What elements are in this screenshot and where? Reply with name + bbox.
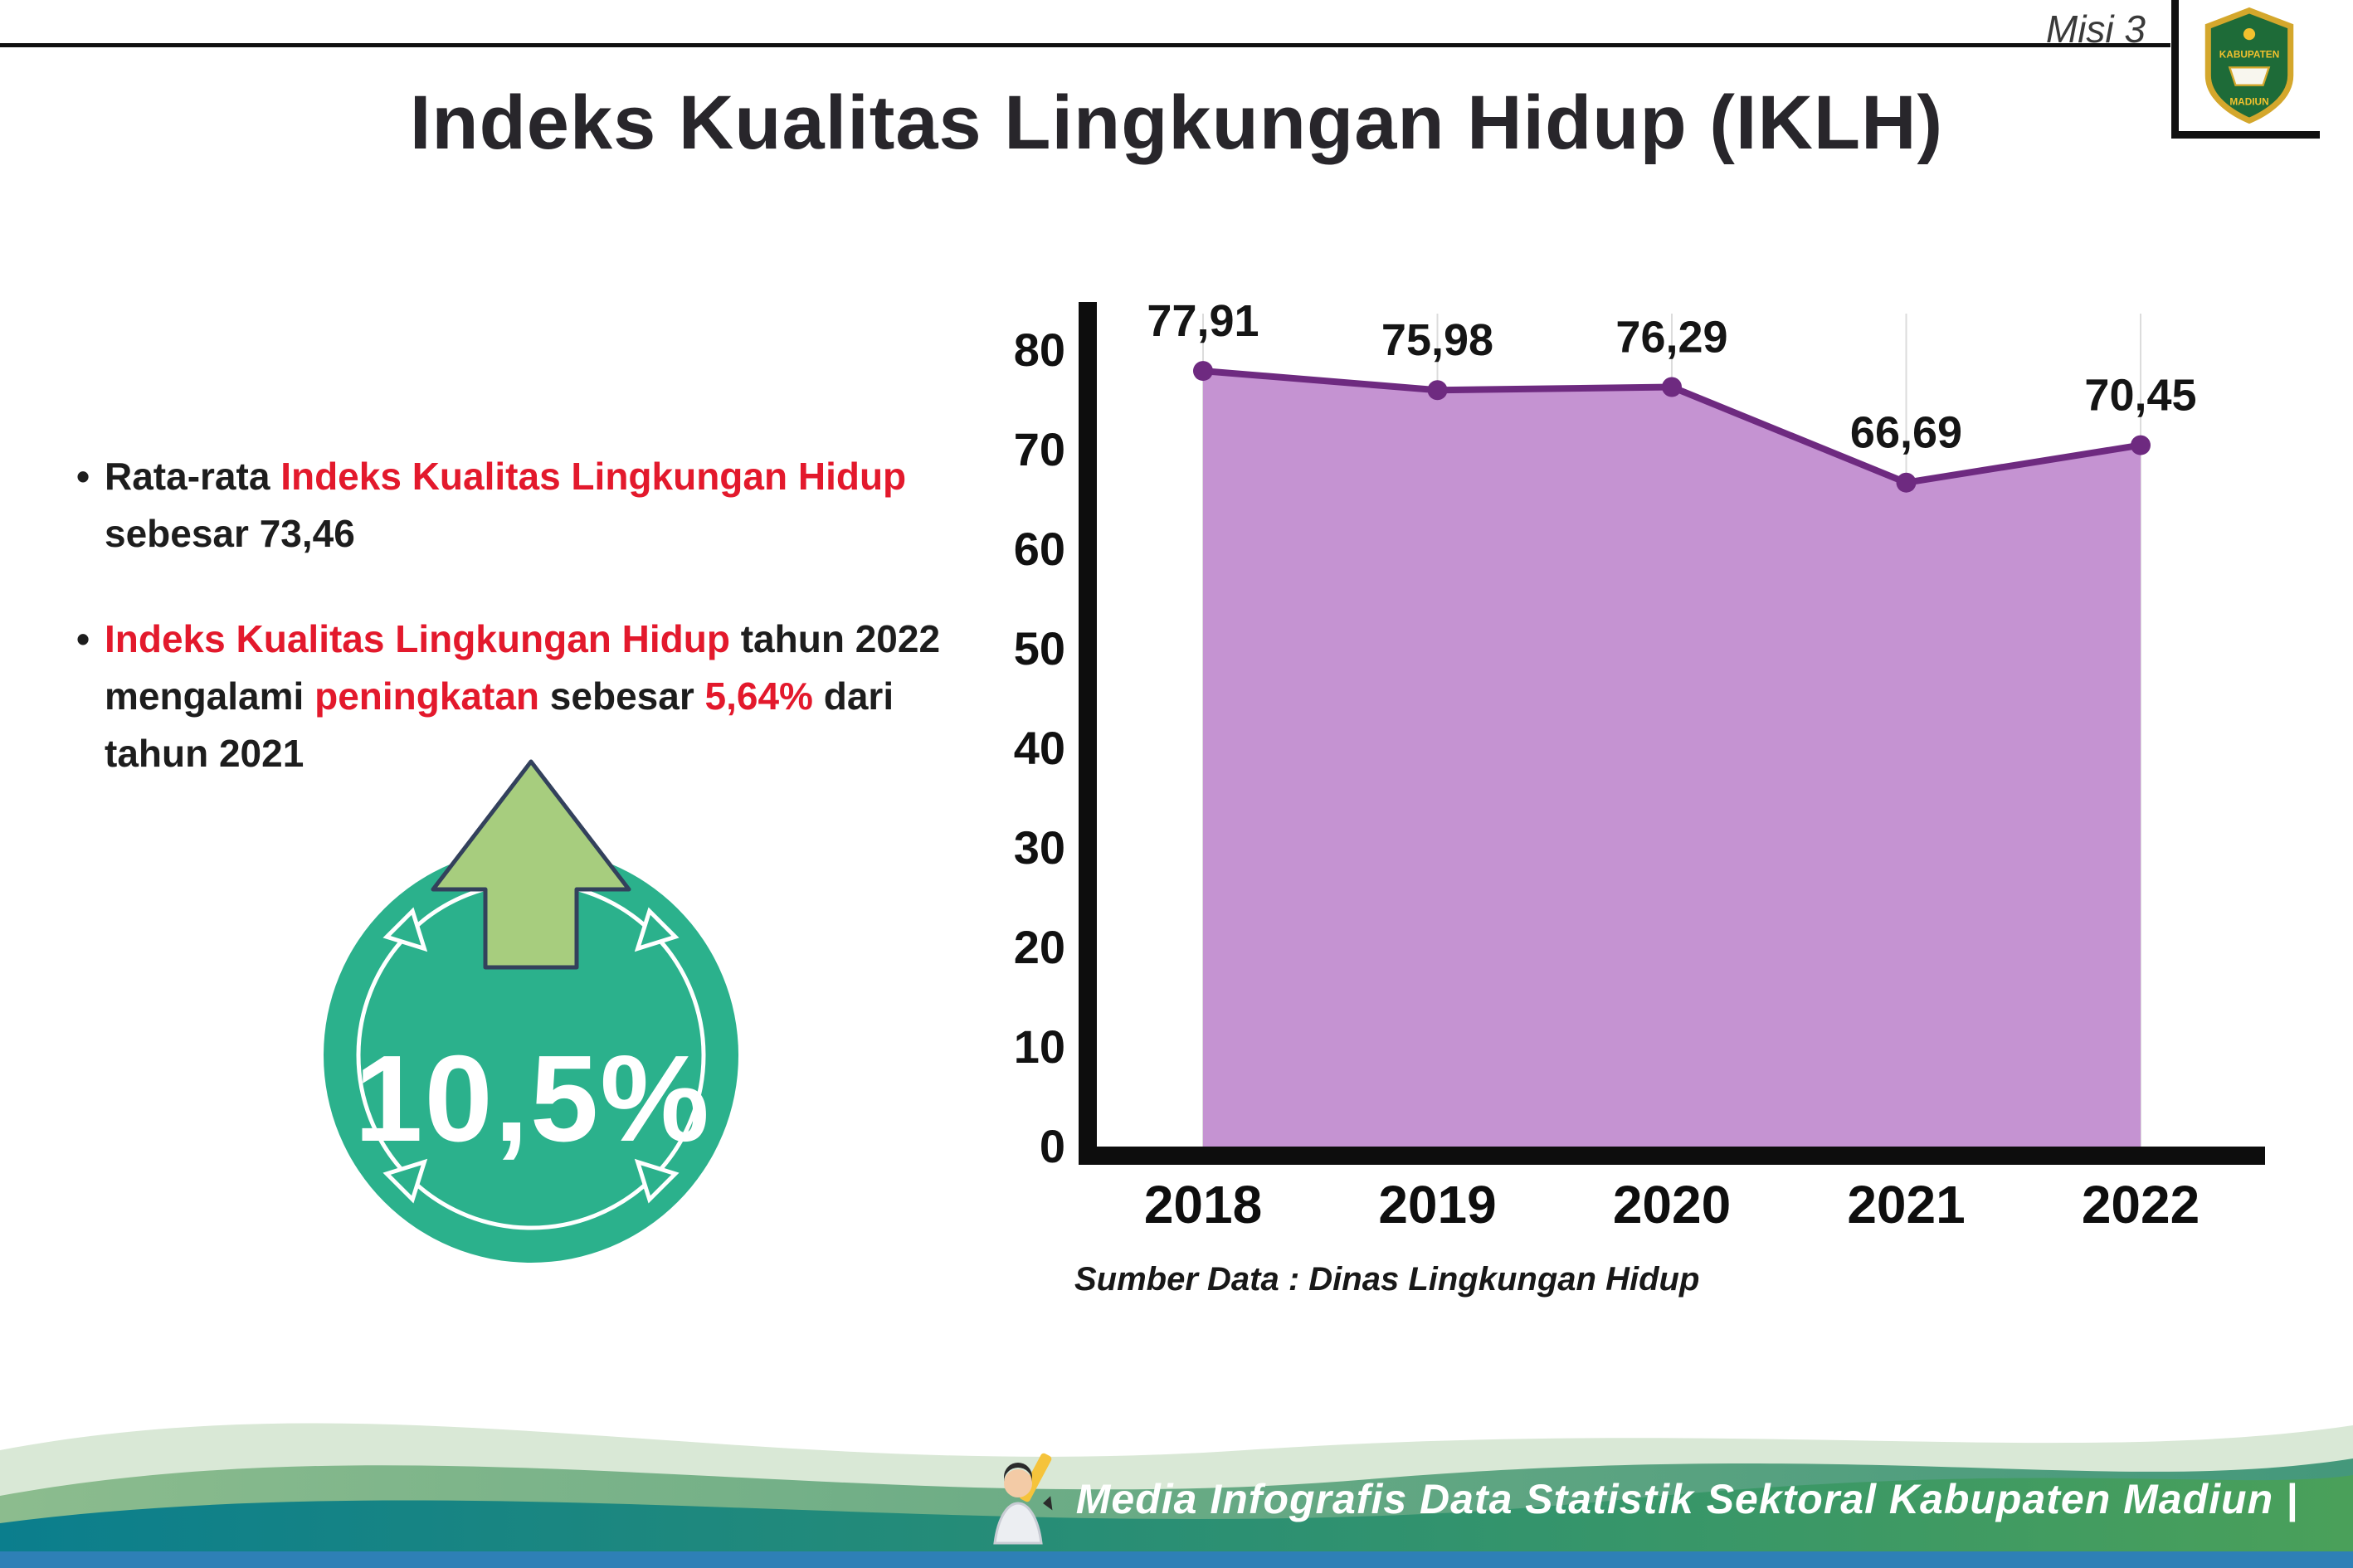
increase-badge-graphic <box>324 759 738 1263</box>
svg-text:76,29: 76,29 <box>1615 313 1727 363</box>
footer-bottom-strip <box>0 1551 2353 1568</box>
bullet-increase: • Indeks Kualitas Lingkungan Hidup tahun … <box>76 611 972 782</box>
bullet2-highlight-1: Indeks Kualitas Lingkungan Hidup <box>105 617 730 660</box>
header-rule <box>0 43 2170 47</box>
footer-wave-main <box>0 1475 2353 1568</box>
bullet2-text-2: sebesar <box>539 674 705 718</box>
bullet2-text-3: dari tahun 2021 <box>105 674 894 775</box>
svg-text:77,91: 77,91 <box>1147 296 1259 346</box>
footer-text: Media Infografis Data Statistik Sektoral… <box>1075 1476 2298 1522</box>
svg-text:30: 30 <box>1014 821 1065 874</box>
bullet1-highlight: Indeks Kualitas Lingkungan Hidup <box>280 455 907 498</box>
svg-text:2018: 2018 <box>1144 1175 1262 1234</box>
logo-star-icon <box>2243 28 2256 41</box>
chart-source: Sumber Data : Dinas Lingkungan Hidup <box>1074 1261 1700 1298</box>
increase-value: 10,5% <box>354 1030 711 1167</box>
svg-text:10: 10 <box>1014 1020 1065 1073</box>
bullet1-text: Rata-rata <box>105 455 281 498</box>
svg-text:40: 40 <box>1014 722 1065 774</box>
bullet1-suffix: sebesar 73,46 <box>105 512 355 555</box>
increase-badge: 10,5% <box>309 755 757 1278</box>
badge-ring-triangles <box>382 907 680 1204</box>
bullet-marker: • <box>76 455 90 498</box>
svg-text:50: 50 <box>1014 622 1065 674</box>
bullet-average: • Rata-rata Indeks Kualitas Lingkungan Hi… <box>76 448 972 562</box>
kabupaten-madiun-logo: KABUPATEN MADIUN <box>2204 7 2294 124</box>
svg-text:2022: 2022 <box>2082 1175 2200 1234</box>
footer: Media Infografis Data Statistik Sektoral… <box>0 1326 2353 1568</box>
bullet-marker: • <box>76 617 90 660</box>
logo-text-bottom: MADIUN <box>2229 95 2268 107</box>
area-chart-canvas: 0 10 20 30 40 50 60 70 80 77,91 75,98 76,29 66,69 70,… <box>1014 296 2265 1234</box>
logo-frame: KABUPATEN MADIUN <box>2171 0 2320 139</box>
svg-text:66,69: 66,69 <box>1850 408 1962 458</box>
svg-text:70,45: 70,45 <box>2084 371 2196 421</box>
up-arrow-icon <box>431 759 631 970</box>
bullet2-highlight-2: peningkatan <box>314 674 540 718</box>
bullet2-highlight-3: 5,64% <box>704 674 813 718</box>
svg-text:20: 20 <box>1014 921 1065 973</box>
footer-waves <box>0 1423 2353 1568</box>
mascot-icon <box>993 1453 1053 1545</box>
svg-text:2021: 2021 <box>1847 1175 1965 1234</box>
svg-text:75,98: 75,98 <box>1381 315 1493 365</box>
iklh-chart: 0 10 20 30 40 50 60 70 80 77,91 75,98 76,29 66,69 70,… <box>996 292 2323 1371</box>
page-title: Indeks Kualitas Lingkungan Hidup (IKLH) <box>409 80 1944 165</box>
svg-text:70: 70 <box>1014 423 1065 475</box>
misi-label: Misi 3 <box>2045 7 2146 51</box>
bullet2-text-1: tahun 2022 mengalami <box>105 617 941 718</box>
footer-credit: Media Infografis Data Statistik Sektoral… <box>987 1450 2298 1548</box>
svg-text:2019: 2019 <box>1378 1175 1496 1234</box>
logo-text-top: KABUPATEN <box>2219 49 2280 61</box>
svg-text:80: 80 <box>1014 324 1065 376</box>
svg-text:0: 0 <box>1040 1120 1065 1172</box>
logo-banner <box>2228 66 2271 86</box>
svg-text:60: 60 <box>1014 523 1065 575</box>
logo-shield <box>2204 7 2294 124</box>
summary-bullets: • Rata-rata Indeks Kualitas Lingkungan Hi… <box>76 448 972 830</box>
svg-text:2020: 2020 <box>1613 1175 1731 1234</box>
